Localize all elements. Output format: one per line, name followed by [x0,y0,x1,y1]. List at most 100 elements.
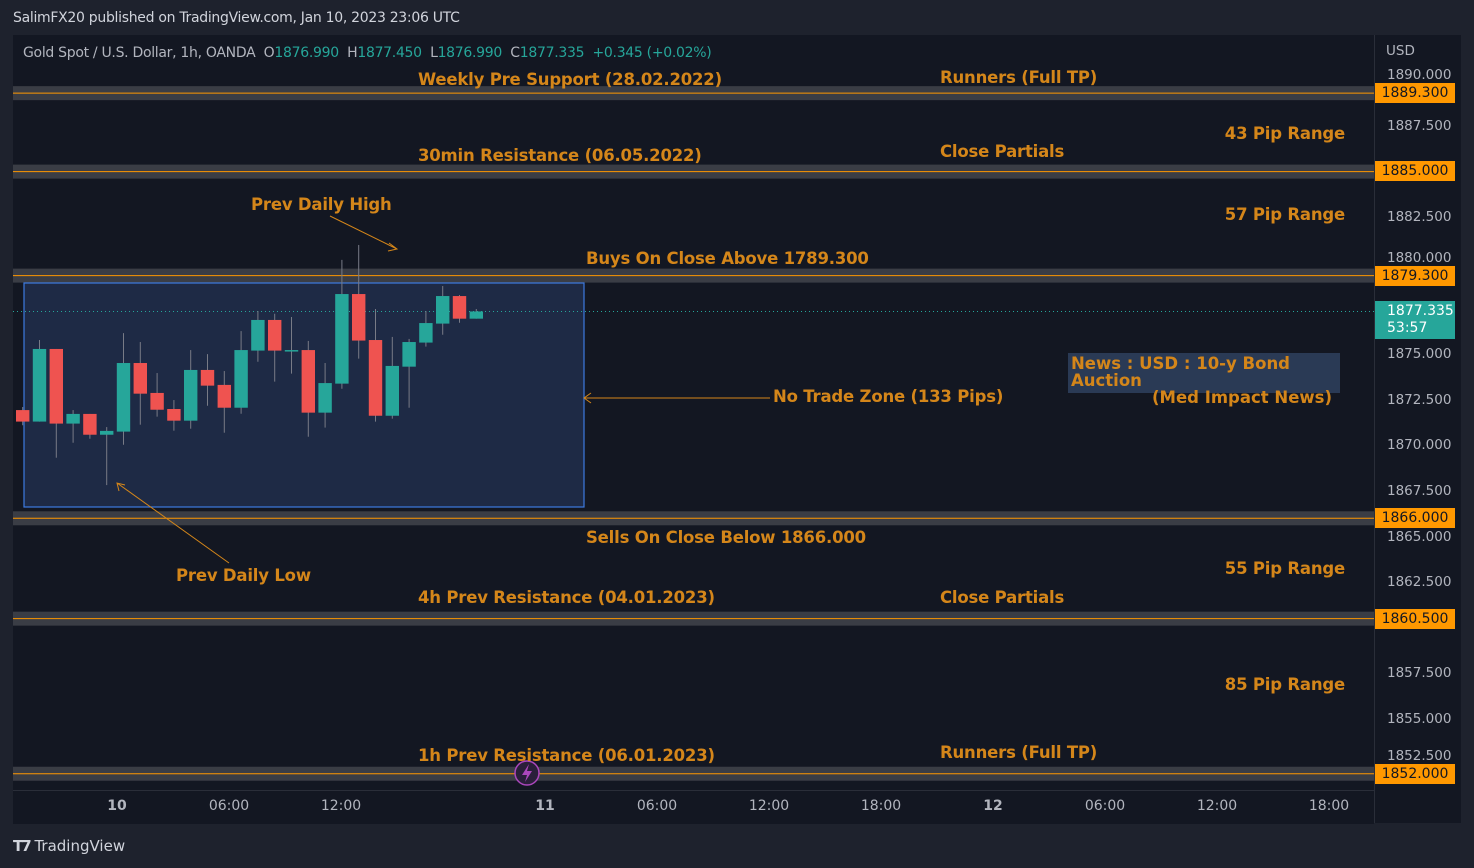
symbol-name[interactable]: Gold Spot / U.S. Dollar, 1h, OANDA [23,45,256,61]
price-tick: 1855.000 [1387,710,1452,727]
symbol-legend: Gold Spot / U.S. Dollar, 1h, OANDA O 1876… [23,45,712,61]
candle[interactable] [251,311,265,362]
time-tick: 06:00 [1084,798,1126,814]
candle-body [116,363,131,432]
candle-body [234,350,248,408]
pip-range-label[interactable]: 55 Pip Range [1224,559,1345,578]
level-label[interactable]: Weekly Pre Support (28.02.2022) [418,70,722,89]
level-price-tag: 1885.000 [1375,161,1455,181]
candle-body [217,384,231,408]
candle-body [368,340,383,416]
price-tick: 1862.500 [1387,574,1452,591]
candle[interactable] [66,410,80,443]
news-impact: (Med Impact News) [1151,388,1332,407]
level-label[interactable]: Close Partials [940,142,1065,161]
level-label[interactable]: Sells On Close Below 1866.000 [586,528,866,547]
candle-body [66,413,80,424]
current-price: 1877.335 [1387,303,1454,319]
candle[interactable] [234,331,248,414]
level-label[interactable]: Runners (Full TP) [940,743,1098,762]
level-price-tag: 1860.500 [1375,609,1455,629]
no-trade-zone-label[interactable]: No Trade Zone (133 Pips) [773,387,1004,406]
candle-body [335,294,349,384]
logo-text: TradingView [34,837,126,855]
candle-body [301,350,315,413]
time-axis[interactable] [13,790,1374,824]
time-tick: 18:00 [1308,798,1350,814]
candle-body [284,350,299,352]
time-tick: 18:00 [860,798,902,814]
time-tick: 12 [983,798,1003,814]
lightning-icon[interactable] [514,760,540,786]
price-tick: 1857.500 [1387,665,1452,682]
candle[interactable] [133,342,147,425]
candle[interactable] [352,244,366,359]
open-label: O [263,45,275,61]
candle[interactable] [16,406,30,426]
candle-body [469,311,483,319]
currency-label[interactable]: USD [1386,43,1415,59]
time-tick: 12:00 [748,798,790,814]
candle[interactable] [116,333,131,445]
candle[interactable] [368,309,383,422]
price-tick: 1875.000 [1387,346,1452,363]
candle[interactable] [452,294,467,323]
candle[interactable] [32,340,47,422]
candle[interactable] [335,259,349,389]
pip-range-label[interactable]: 43 Pip Range [1224,124,1345,143]
candle-body [268,319,282,351]
candle[interactable] [469,309,483,319]
candle[interactable] [83,413,97,439]
candle[interactable] [100,427,114,486]
candle-body [251,319,265,351]
price-tick: 1880.000 [1387,250,1452,266]
candle[interactable] [200,354,215,406]
candle[interactable] [301,340,315,437]
candle[interactable] [284,317,299,374]
change-value: +0.345 (+0.02%) [592,45,712,61]
no-trade-arrow[interactable] [583,392,770,404]
candle-body [16,410,30,422]
level-price-tag: 1852.000 [1375,764,1455,784]
prev-daily-low-label[interactable]: Prev Daily Low [176,566,311,585]
candle-body [150,392,164,410]
candle[interactable] [436,286,450,335]
level-label[interactable]: 4h Prev Resistance (04.01.2023) [418,588,715,607]
candle-body [83,413,97,435]
candle-body [436,296,450,324]
price-tick: 1852.500 [1387,748,1452,764]
candle-body [419,323,433,343]
candle[interactable] [217,371,231,433]
level-label[interactable]: Runners (Full TP) [940,68,1098,87]
prev-daily-high-label[interactable]: Prev Daily High [251,195,392,214]
pip-range-label[interactable]: 57 Pip Range [1224,205,1345,224]
level-label[interactable]: 1h Prev Resistance (06.01.2023) [418,746,715,765]
tv-logo-icon: T7 [13,837,32,855]
candle[interactable] [385,336,399,419]
candle-body [184,369,198,421]
close-label: C [510,45,520,61]
prev-low-arrow[interactable] [116,482,230,564]
candle[interactable] [184,350,198,429]
candle[interactable] [167,400,181,431]
level-label[interactable]: 30min Resistance (06.05.2022) [418,146,702,165]
tradingview-logo[interactable]: T7 TradingView [13,837,125,855]
candle[interactable] [49,348,63,458]
candle-body [49,348,63,424]
candle[interactable] [318,363,332,428]
pip-range-label[interactable]: 85 Pip Range [1224,675,1345,694]
candle[interactable] [268,313,282,382]
candle-body [200,369,215,386]
level-label[interactable]: Buys On Close Above 1789.300 [586,249,869,268]
candle-body [452,296,467,319]
candle[interactable] [402,338,416,408]
candle[interactable] [419,311,433,347]
price-tick: 1872.500 [1387,391,1452,408]
price-tick: 1867.500 [1387,482,1452,499]
prev-high-arrow[interactable] [329,215,399,252]
news-callout[interactable]: News : USD : 10-y Bond Auction (Med Impa… [1068,353,1340,406]
low-value: 1876.990 [437,45,503,61]
bar-countdown: 53:57 [1387,320,1428,336]
level-label[interactable]: Close Partials [940,588,1065,607]
candle[interactable] [150,373,164,417]
